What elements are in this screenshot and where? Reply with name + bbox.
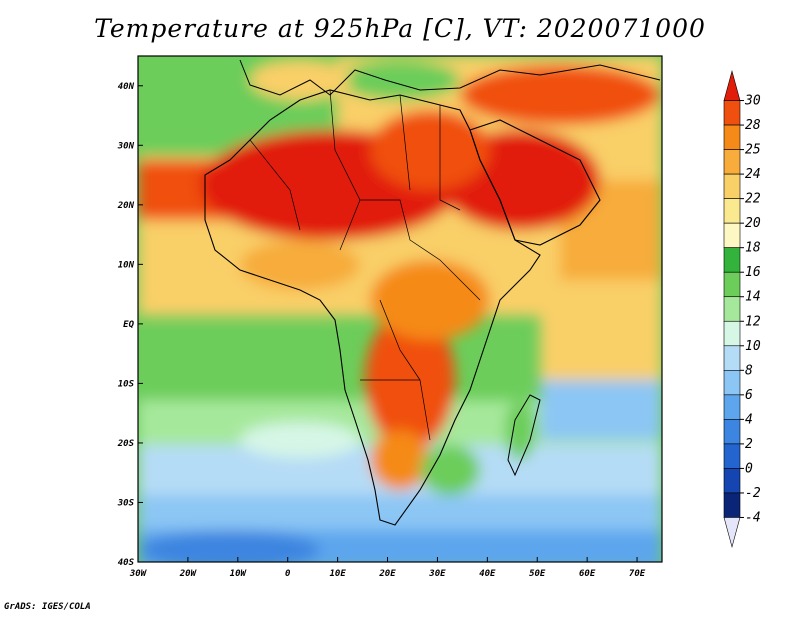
colorbar-swatch	[723, 443, 741, 469]
lat-tick-label: 20N	[117, 201, 135, 211]
colorbar-label: 25	[745, 143, 761, 158]
colorbar-label: 22	[745, 192, 761, 207]
colorbar-label: -4	[745, 510, 761, 525]
colorbar-label: 16	[745, 265, 761, 280]
colorbar-swatch	[723, 492, 741, 518]
grads-credit: GrADS: IGES/COLA	[4, 602, 91, 612]
colorbar-swatch	[723, 370, 741, 396]
colorbar-label: 4	[745, 412, 753, 427]
colorbar-swatch	[723, 173, 741, 199]
lon-tick-label: 40E	[479, 569, 496, 579]
colorbar-label: 8	[745, 363, 753, 378]
lat-tick-label: EQ	[123, 320, 134, 330]
lat-tick-label: 10S	[118, 379, 135, 389]
colorbar-label: 12	[745, 314, 761, 329]
colorbar-swatch	[723, 394, 741, 420]
map-title: Temperature at 925hPa [C], VT: 202007100…	[94, 14, 706, 43]
colorbar-label: 6	[745, 388, 753, 403]
lon-tick-label: 20E	[378, 569, 396, 579]
colorbar-swatch	[723, 149, 741, 175]
colorbar-label: -2	[745, 486, 761, 501]
lat-tick-label: 10N	[118, 260, 135, 270]
colorbar-label: 28	[745, 118, 761, 133]
colorbar-swatch	[723, 468, 741, 494]
colorbar-swatch	[723, 320, 741, 347]
lon-tick-label: 60E	[579, 569, 596, 579]
colorbar-label: 24	[745, 167, 761, 182]
colorbar-swatch	[723, 69, 741, 101]
colorbar-label: 18	[745, 241, 761, 256]
colorbar-label: 14	[745, 290, 761, 305]
colorbar-swatch	[723, 100, 741, 126]
colorbar-label: 30	[744, 94, 761, 109]
colorbar-swatch	[723, 222, 741, 248]
lat-tick-label: 30N	[117, 141, 135, 151]
lon-tick-label: 10E	[329, 569, 346, 579]
lon-tick-label: 10W	[230, 569, 248, 579]
lat-tick-label: 20S	[117, 439, 135, 449]
colorbar-label: 2	[745, 437, 753, 452]
lat-tick-label: 30S	[117, 498, 135, 508]
colorbar-label: 0	[745, 461, 753, 476]
colorbar-label: 10	[745, 339, 761, 354]
colorbar-swatch	[723, 198, 741, 224]
lon-tick-label: 30E	[428, 569, 446, 579]
colorbar-swatch	[723, 345, 741, 371]
colorbar-swatch	[723, 247, 741, 273]
longitude-axis: 30W 20W 10W 0 10E 20E 30E 40E 50E 60E 70E	[129, 557, 646, 579]
lat-tick-label: 40S	[118, 558, 135, 568]
lon-tick-label: 30W	[129, 569, 148, 579]
colorbar-swatch	[723, 419, 741, 445]
map-frame	[137, 55, 663, 563]
lon-tick-label: 50E	[529, 569, 546, 579]
colorbar-swatch	[723, 124, 741, 150]
lon-tick-label: 20W	[179, 569, 198, 579]
lon-tick-label: 0	[285, 569, 291, 579]
latitude-axis: 40N 30N 20N 10N EQ 10S 20S 30S 40S	[117, 82, 143, 568]
temperature-field	[138, 56, 662, 562]
lon-tick-label: 70E	[629, 569, 646, 579]
lat-tick-label: 40N	[118, 82, 135, 92]
colorbar-label: 20	[745, 216, 761, 231]
colorbar-swatch	[723, 296, 741, 322]
colorbar-swatch	[723, 517, 741, 549]
colorbar-swatch	[723, 271, 741, 298]
